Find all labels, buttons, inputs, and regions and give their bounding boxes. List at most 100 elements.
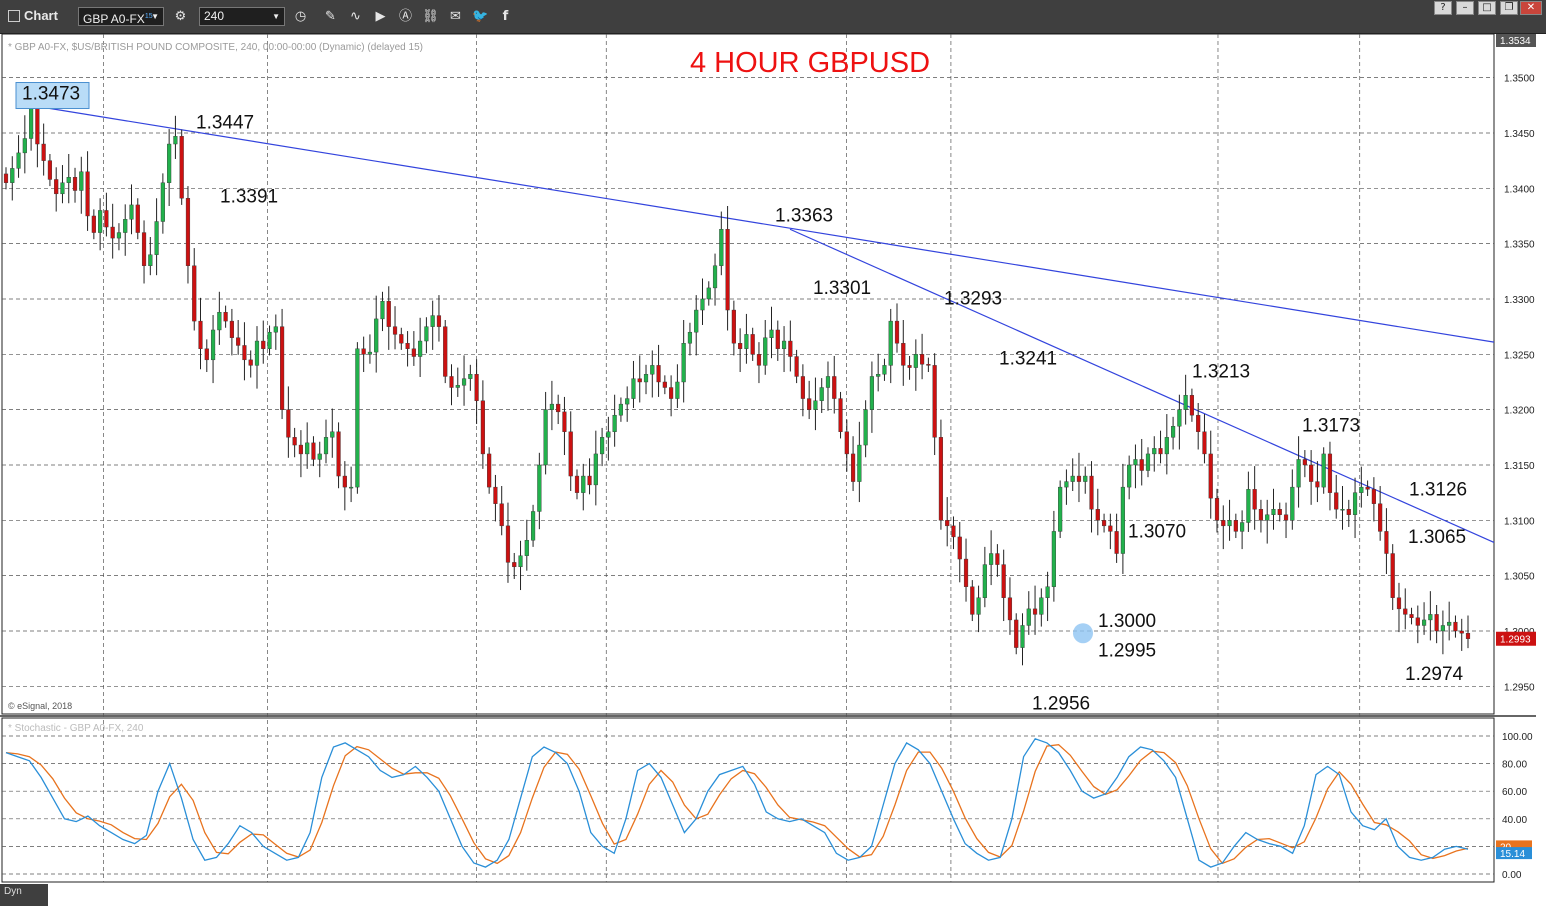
candle-up (1064, 481, 1069, 488)
candle-up (825, 376, 831, 388)
candle-down (192, 265, 197, 322)
candle-down (1114, 531, 1119, 554)
candle-down (1007, 597, 1013, 621)
comment-icon[interactable]: ✉ (450, 9, 461, 24)
candle-up (643, 374, 649, 383)
candle-up (518, 555, 523, 568)
candle-down (1378, 503, 1383, 532)
candle-up (712, 265, 718, 289)
candle-down (505, 525, 511, 563)
candle-down (1459, 630, 1464, 634)
price-tick-label: 1.3350 (1504, 240, 1535, 251)
candle-down (286, 409, 291, 438)
candle-down (775, 329, 780, 349)
candle-down (1315, 481, 1320, 488)
candle-down (411, 348, 416, 357)
stochastic-header: * Stochastic - GBP A0-FX, 240 (8, 723, 144, 734)
maximize-button[interactable]: □ (1478, 1, 1496, 15)
candle-down (204, 348, 209, 361)
restore-button[interactable]: ❐ (1500, 1, 1518, 15)
copyright-text: © eSignal, 2018 (8, 701, 72, 711)
stochastic-k-badge (1496, 847, 1532, 860)
interval-input[interactable]: 240 ▼ (199, 7, 285, 26)
wave-icon[interactable]: ∿ (350, 9, 361, 24)
candle-up (1039, 597, 1044, 615)
candle-up (913, 354, 918, 368)
stochastic-tick-label: 100.00 (1502, 732, 1533, 743)
candle-up (581, 475, 586, 493)
candle-down (1384, 531, 1389, 554)
candle-up (976, 597, 981, 615)
symbol-input[interactable]: GBP A0-FX15 ▼ (78, 7, 164, 26)
candle-down (248, 359, 253, 366)
candle-up (129, 204, 134, 220)
candle-up (650, 365, 655, 375)
pencil-icon[interactable]: ✎ (325, 9, 336, 24)
stochastic-panel-frame (1, 717, 1495, 883)
facebook-icon[interactable]: f (502, 9, 509, 24)
candle-down (756, 354, 762, 366)
candle-up (543, 409, 548, 466)
candle-up (863, 409, 868, 446)
chevron-down-icon[interactable]: ▼ (151, 12, 159, 21)
candle-down (386, 300, 391, 327)
link-icon[interactable]: ⛓ (422, 9, 439, 24)
stochastic-tick-label: 80.00 (1502, 760, 1527, 771)
candle-up (1152, 448, 1157, 455)
candle-down (499, 503, 504, 527)
candle-up (1352, 492, 1358, 515)
candle-up (1321, 453, 1326, 488)
minimize-button[interactable]: – (1456, 1, 1474, 15)
candle-up (706, 287, 711, 300)
candle-up (1171, 426, 1176, 438)
price-tick-label: 1.3400 (1504, 184, 1535, 195)
close-button[interactable]: ✕ (1520, 1, 1542, 15)
candle-up (593, 453, 598, 486)
interval-chevron-down-icon[interactable]: ▼ (272, 12, 280, 21)
candle-up (675, 381, 680, 399)
candle-down (229, 320, 234, 338)
clock-icon[interactable]: ◷ (294, 9, 307, 24)
candle-up (982, 564, 987, 598)
candle-down (493, 486, 498, 504)
candle-up (888, 320, 893, 366)
candle-up (430, 315, 435, 327)
candle-down (449, 376, 454, 388)
candle-up (167, 143, 172, 183)
stochastic-k-line (5, 738, 1469, 868)
candle-down (1221, 520, 1226, 527)
twitter-icon[interactable]: 🐦 (472, 9, 489, 24)
candle-down (91, 215, 96, 233)
price-tick-label: 1.3250 (1504, 350, 1535, 361)
candle-down (1076, 475, 1082, 482)
dynamic-corner[interactable]: Dyn (0, 884, 48, 906)
price-tick-label: 1.3150 (1504, 461, 1535, 472)
candle-up (273, 326, 278, 333)
candle-down (1465, 633, 1471, 639)
candle-down (995, 553, 1000, 565)
price-annotation: 1.3301 (813, 278, 871, 299)
price-chart[interactable]: 1.3500 1.3450 1.3400 1.3350 1.3300 1.3250 1.32… (0, 34, 1536, 884)
help-button[interactable]: ? (1434, 1, 1452, 15)
trendline-minor (789, 228, 1495, 544)
candle-down (844, 431, 849, 455)
candle-down (41, 143, 46, 161)
candle-down (392, 326, 398, 335)
candle-down (1014, 619, 1019, 648)
candle-down (725, 229, 730, 311)
candle-up (813, 400, 818, 410)
last-price-text: 1.2993 (1500, 635, 1531, 646)
alert-icon[interactable]: Ⓐ (398, 9, 412, 24)
candle-down (311, 442, 316, 460)
candle-down (970, 586, 975, 615)
candle-down (894, 320, 900, 344)
right-frame (1536, 34, 1546, 906)
candle-down (1158, 448, 1163, 455)
candle-up (217, 312, 222, 331)
play-icon[interactable]: ▶ (375, 9, 386, 24)
candle-down (135, 204, 140, 233)
settings-icon[interactable]: ⚙ (174, 9, 187, 24)
candle-down (738, 343, 743, 349)
candle-down (1415, 617, 1420, 626)
candle-up (1440, 625, 1445, 632)
